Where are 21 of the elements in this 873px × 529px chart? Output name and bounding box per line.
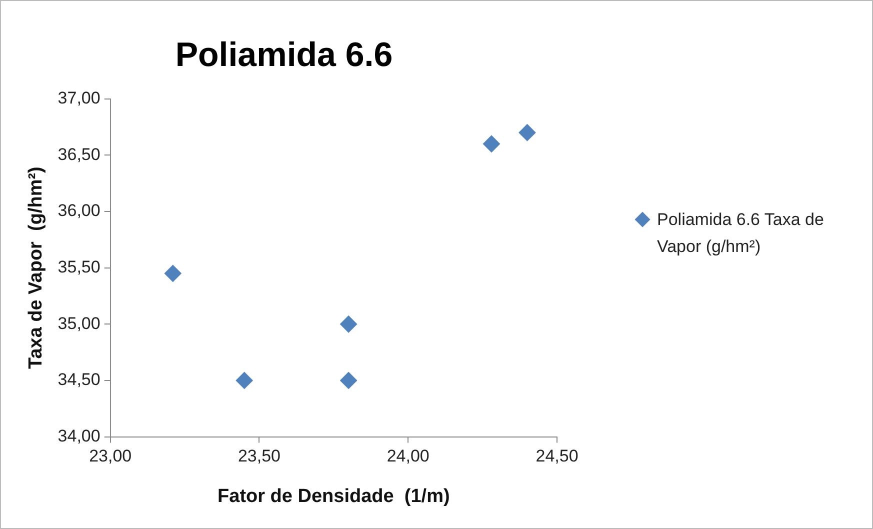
y-axis-title: Taxa de Vapor (g/hm²) <box>26 166 47 369</box>
x-tick-label: 24,00 <box>386 446 430 466</box>
legend-label: Poliamida 6.6 Taxa de Vapor (g/hm²) <box>657 209 825 258</box>
y-tick-label: 35,50 <box>58 257 100 276</box>
x-tick-label: 24,50 <box>536 446 578 466</box>
x-axis-title: Fator de Densidade (1/m) <box>218 486 450 507</box>
y-tick-label: 35,00 <box>58 314 100 333</box>
y-tick-label: 36,00 <box>58 201 100 220</box>
point <box>518 124 536 142</box>
y-tick-label: 36,50 <box>58 144 100 164</box>
point <box>340 316 358 333</box>
y-tick-label: 34,00 <box>58 426 100 446</box>
point <box>164 264 182 282</box>
y-tick-label: 37,00 <box>58 88 100 108</box>
y-tick-label: 34,50 <box>58 370 100 390</box>
point <box>236 372 253 389</box>
x-tick-label: 23,00 <box>89 446 132 466</box>
x-tick-label: 23,50 <box>238 446 280 466</box>
point <box>482 135 500 152</box>
chart-title: Poliamida 6.6 <box>175 36 393 74</box>
point <box>340 372 358 389</box>
